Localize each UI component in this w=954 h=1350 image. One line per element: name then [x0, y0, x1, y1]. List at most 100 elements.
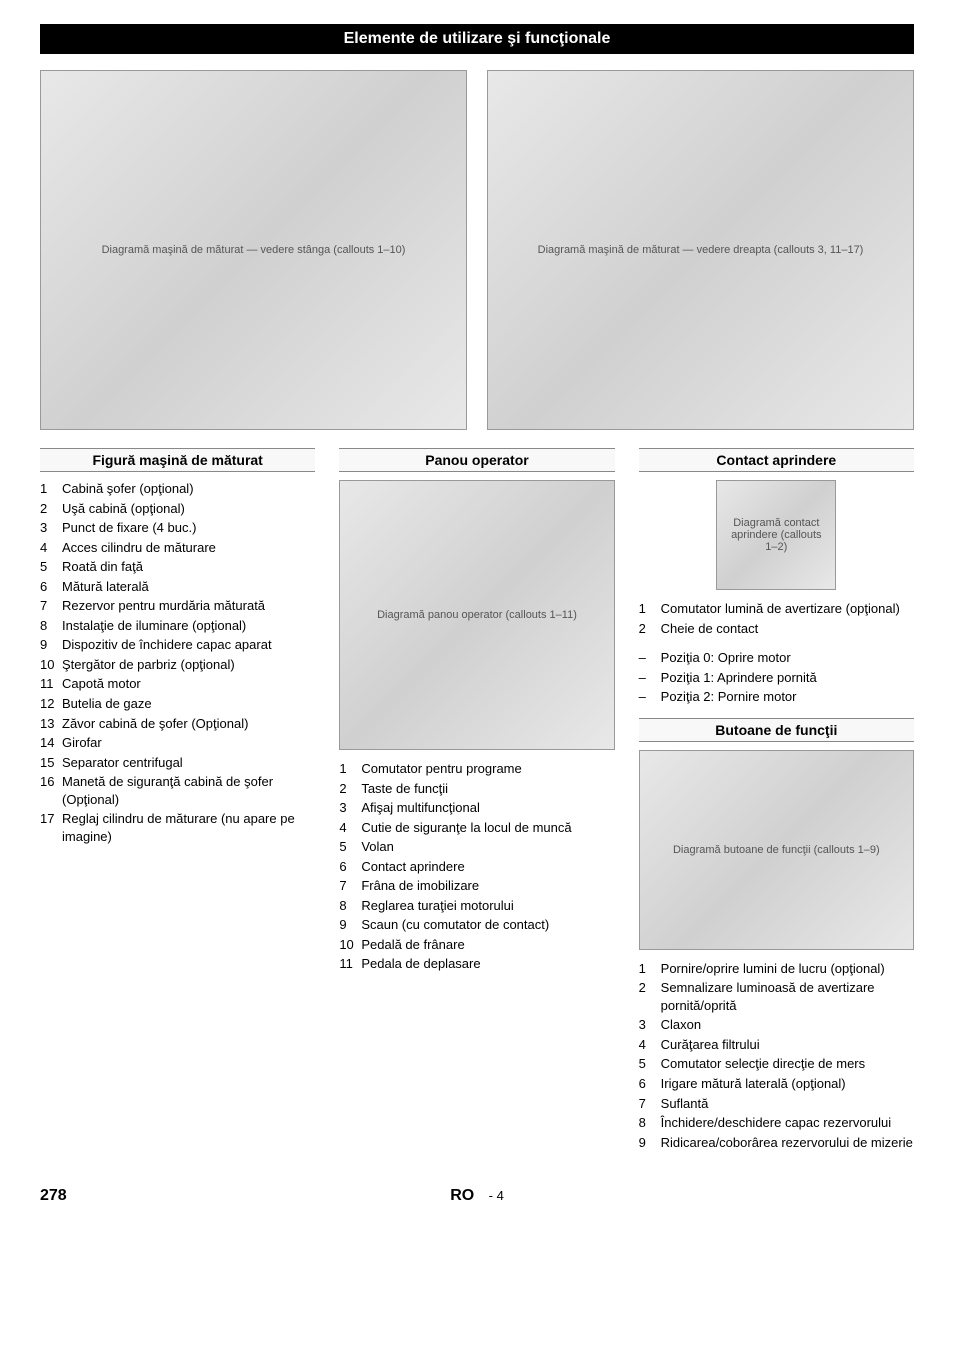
column-operator-panel: Panou operator Diagramă panou operator (…	[339, 448, 614, 1163]
legend-text: Poziţia 0: Oprire motor	[661, 649, 914, 667]
legend-number: 1	[639, 960, 661, 978]
legend-text: Acces cilindru de măturare	[62, 539, 315, 557]
legend-number: 5	[40, 558, 62, 576]
legend-row: 4Curăţarea filtrului	[639, 1036, 914, 1054]
legend-number: 3	[40, 519, 62, 537]
legend-number: 1	[639, 600, 661, 618]
legend-text: Cutie de siguranţe la locul de muncă	[361, 819, 614, 837]
legend-row: 10Pedală de frânare	[339, 936, 614, 954]
legend-row: 10Ştergător de parbriz (opţional)	[40, 656, 315, 674]
legend-number: 14	[40, 734, 62, 752]
dash-bullet: –	[639, 649, 661, 667]
legend-text: Capotă motor	[62, 675, 315, 693]
legend-text: Taste de funcţii	[361, 780, 614, 798]
legend-number: 1	[339, 760, 361, 778]
section-title-figure: Figură maşină de măturat	[40, 448, 315, 472]
legend-number: 7	[639, 1095, 661, 1113]
legend-text: Contact aprindere	[361, 858, 614, 876]
legend-text: Punct de fixare (4 buc.)	[62, 519, 315, 537]
legend-row: 14Girofar	[40, 734, 315, 752]
legend-row: 11Pedala de deplasare	[339, 955, 614, 973]
legend-number: 10	[40, 656, 62, 674]
legend-row: 5Comutator selecţie direcţie de mers	[639, 1055, 914, 1073]
page-footer: 278 RO - 4	[40, 1187, 914, 1205]
legend-number: 4	[339, 819, 361, 837]
legend-row: 2Semnalizare luminoasă de avertizare por…	[639, 979, 914, 1014]
legend-text: Pedala de deplasare	[361, 955, 614, 973]
legend-row: 6Mătură laterală	[40, 578, 315, 596]
legend-number: 4	[40, 539, 62, 557]
legend-row: 1Comutator lumină de avertizare (opţiona…	[639, 600, 914, 618]
legend-row: 3Claxon	[639, 1016, 914, 1034]
legend-text: Închidere/deschidere capac rezervorului	[661, 1114, 914, 1132]
legend-text: Frâna de imobilizare	[361, 877, 614, 895]
legend-number: 7	[339, 877, 361, 895]
legend-number: 10	[339, 936, 361, 954]
legend-text: Rezervor pentru murdăria măturată	[62, 597, 315, 615]
legend-row: 4Cutie de siguranţe la locul de muncă	[339, 819, 614, 837]
legend-text: Dispozitiv de închidere capac aparat	[62, 636, 315, 654]
legend-number: 9	[639, 1134, 661, 1152]
legend-number: 11	[339, 955, 361, 973]
legend-number: 3	[639, 1016, 661, 1034]
sub-page: - 4	[489, 1188, 504, 1203]
legend-row: 3Afişaj multifuncţional	[339, 799, 614, 817]
column-figure-machine: Figură maşină de măturat 1Cabină şofer (…	[40, 448, 315, 1163]
column-ignition-and-buttons: Contact aprindere Diagramă contact aprin…	[639, 448, 914, 1163]
legend-text: Roată din faţă	[62, 558, 315, 576]
legend-text: Instalaţie de iluminare (opţional)	[62, 617, 315, 635]
legend-figure-machine: 1Cabină şofer (opţional)2Uşă cabină (opţ…	[40, 480, 315, 845]
three-column-layout: Figură maşină de măturat 1Cabină şofer (…	[40, 448, 914, 1163]
section-title-ignition: Contact aprindere	[639, 448, 914, 472]
page-number: 278	[40, 1187, 67, 1205]
legend-number: 8	[339, 897, 361, 915]
legend-row: 1Cabină şofer (opţional)	[40, 480, 315, 498]
hero-diagrams-row: Diagramă maşină de măturat — vedere stân…	[40, 70, 914, 430]
legend-row: 5Roată din faţă	[40, 558, 315, 576]
legend-text: Ridicarea/coborârea rezervorului de mize…	[661, 1134, 914, 1152]
dash-bullet: –	[639, 688, 661, 706]
legend-text: Reglaj cilindru de măturare (nu apare pe…	[62, 810, 315, 845]
legend-operator-panel: 1Comutator pentru programe2Taste de func…	[339, 760, 614, 973]
legend-row: 17Reglaj cilindru de măturare (nu apare …	[40, 810, 315, 845]
legend-number: 6	[639, 1075, 661, 1093]
legend-text: Claxon	[661, 1016, 914, 1034]
legend-number: 5	[339, 838, 361, 856]
legend-row: 2Taste de funcţii	[339, 780, 614, 798]
legend-row: 7Suflantă	[639, 1095, 914, 1113]
legend-number: 16	[40, 773, 62, 791]
legend-number: 1	[40, 480, 62, 498]
legend-row: 2Cheie de contact	[639, 620, 914, 638]
legend-row: 8Reglarea turaţiei motorului	[339, 897, 614, 915]
legend-number: 5	[639, 1055, 661, 1073]
legend-text: Afişaj multifuncţional	[361, 799, 614, 817]
legend-row: 8Închidere/deschidere capac rezervorului	[639, 1114, 914, 1132]
legend-text: Comutator selecţie direcţie de mers	[661, 1055, 914, 1073]
legend-number: 11	[40, 675, 62, 693]
legend-number: 2	[639, 620, 661, 638]
diagram-function-buttons: Diagramă butoane de funcţii (callouts 1–…	[639, 750, 914, 950]
legend-text: Comutator lumină de avertizare (opţional…	[661, 600, 914, 618]
legend-text: Pedală de frânare	[361, 936, 614, 954]
legend-text: Curăţarea filtrului	[661, 1036, 914, 1054]
legend-row: 15Separator centrifugal	[40, 754, 315, 772]
legend-text: Zăvor cabină de şofer (Opţional)	[62, 715, 315, 733]
legend-row: 7Frâna de imobilizare	[339, 877, 614, 895]
legend-row: 16Manetă de siguranţă cabină de şofer (O…	[40, 773, 315, 808]
legend-row: 9Ridicarea/coborârea rezervorului de miz…	[639, 1134, 914, 1152]
legend-text: Volan	[361, 838, 614, 856]
legend-text: Manetă de siguranţă cabină de şofer (Opţ…	[62, 773, 315, 808]
legend-row: 1Pornire/oprire lumini de lucru (opţiona…	[639, 960, 914, 978]
legend-row: 11Capotă motor	[40, 675, 315, 693]
legend-number: 15	[40, 754, 62, 772]
legend-text: Uşă cabină (opţional)	[62, 500, 315, 518]
diagram-operator-panel: Diagramă panou operator (callouts 1–11)	[339, 480, 614, 750]
legend-text: Reglarea turaţiei motorului	[361, 897, 614, 915]
legend-text: Girofar	[62, 734, 315, 752]
legend-text: Irigare mătură laterală (opţional)	[661, 1075, 914, 1093]
legend-number: 13	[40, 715, 62, 733]
legend-text: Ştergător de parbriz (opţional)	[62, 656, 315, 674]
legend-row: 6Contact aprindere	[339, 858, 614, 876]
legend-number: 17	[40, 810, 62, 828]
legend-row: 5Volan	[339, 838, 614, 856]
